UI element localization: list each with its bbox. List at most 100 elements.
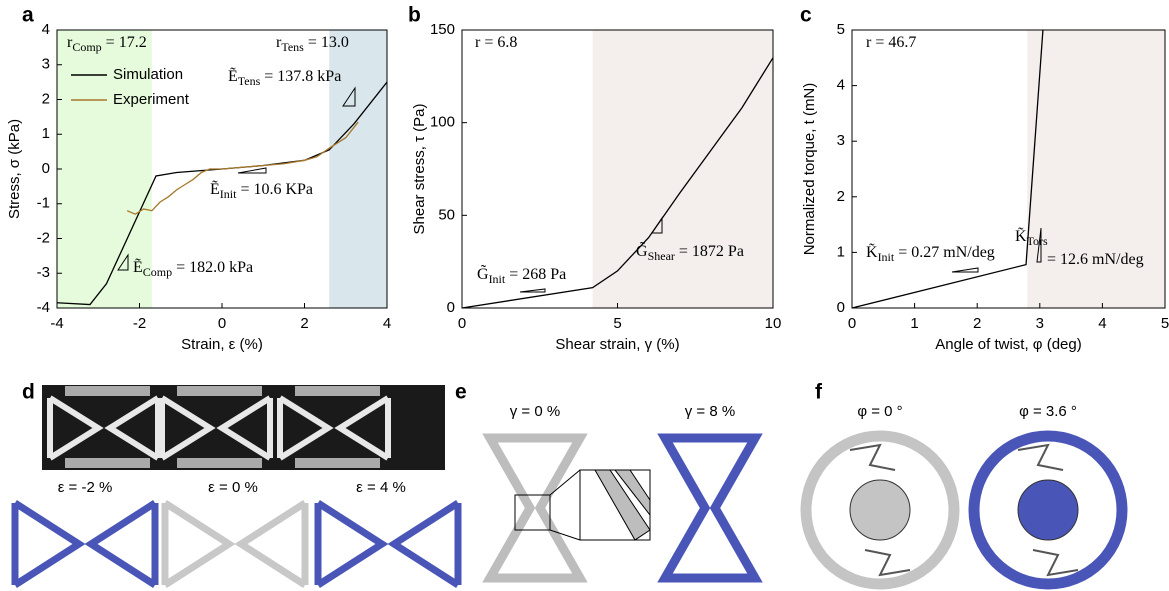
y-tick-label: 4 (837, 77, 845, 94)
y-tick-label: 3 (837, 132, 845, 149)
hub (1018, 480, 1078, 540)
annotation: ẼTens = 137.8 kPa (228, 67, 341, 88)
y-tick-label: 0 (837, 299, 845, 316)
slope-triangle (520, 289, 545, 292)
data-line (852, 30, 1043, 308)
annotation-part: r = 6.8 (475, 34, 517, 51)
annotation: G̃Init = 268 Pa (477, 264, 566, 285)
annotation-part: Init (878, 250, 895, 264)
clamp (295, 386, 380, 396)
y-tick-label: 1 (837, 243, 845, 260)
shaded-region (593, 30, 773, 308)
legend-label: Experiment (113, 91, 190, 108)
y-tick-label: -2 (37, 229, 50, 246)
clamp (295, 458, 380, 468)
annotation-part: Ẽ (228, 67, 238, 85)
sim-specimen (318, 503, 458, 585)
caption: ε = 4 % (356, 479, 406, 496)
annotation-part: Tors (1027, 234, 1048, 248)
annotation-part: Comp (143, 265, 172, 279)
annotation-part: K̃ (1015, 227, 1027, 245)
annotation-part: Tens (238, 74, 261, 88)
annotation-part: Ẽ (210, 180, 220, 198)
clamp (177, 386, 262, 396)
y-tick-label: 50 (438, 206, 455, 223)
annotation: r = 46.7 (866, 34, 916, 51)
x-tick-label: 10 (765, 315, 782, 332)
y-tick-label: 100 (430, 114, 455, 131)
x-tick-label: -4 (50, 315, 63, 332)
y-axis-label: Normalized torque, t (mN) (801, 83, 818, 256)
clamp (65, 386, 150, 396)
annotation-part: = 182.0 kPa (172, 259, 253, 276)
x-axis-label: Angle of twist, φ (deg) (935, 336, 1081, 353)
x-tick-label: 0 (458, 315, 466, 332)
panel-label: b (408, 4, 421, 27)
y-tick-label: 0 (447, 299, 455, 316)
caption: γ = 0 % (510, 403, 560, 420)
panel-label: e (455, 381, 467, 404)
caption: ε = 0 % (208, 479, 258, 496)
annotation-part: Init (220, 187, 237, 201)
data-line (127, 122, 358, 214)
sim-specimen (165, 503, 305, 585)
annotation: = 12.6 mN/deg (1047, 251, 1144, 268)
annotation-part: = 17.2 (102, 34, 147, 51)
x-tick-label: 0 (848, 315, 856, 332)
y-tick-label: 3 (42, 56, 50, 73)
y-axis-label: Shear stress, τ (Pa) (411, 104, 428, 235)
slope-triangle (952, 268, 978, 272)
x-tick-label: 2 (973, 315, 981, 332)
caption: ε = -2 % (58, 479, 113, 496)
annotation-part: r = 46.7 (866, 34, 916, 51)
x-tick-label: 1 (910, 315, 918, 332)
annotation-part: = 13.0 (304, 34, 349, 51)
panel-label: c (800, 4, 812, 27)
annotation-part: Init (489, 272, 506, 286)
y-tick-label: 0 (42, 160, 50, 177)
annotation-part: = 1872 Pa (675, 243, 744, 260)
annotation-part: = 12.6 mN/deg (1047, 251, 1144, 268)
panel-label: d (22, 381, 35, 404)
y-axis-label: Stress, σ (kPa) (6, 119, 23, 219)
annotation-part: Ẽ (133, 258, 143, 276)
x-tick-label: -2 (133, 315, 146, 332)
y-tick-label: 5 (837, 21, 845, 38)
panel-label: f (815, 381, 823, 404)
y-tick-label: 2 (42, 90, 50, 107)
x-tick-label: 4 (1098, 315, 1106, 332)
annotation-part: = 137.8 kPa (260, 68, 341, 85)
caption: γ = 8 % (685, 403, 735, 420)
annotation-part: Shear (648, 249, 675, 263)
x-axis-label: Shear strain, γ (%) (555, 336, 679, 353)
caption: φ = 0 ° (857, 403, 902, 420)
y-tick-label: 4 (42, 21, 50, 38)
annotation: ẼInit = 10.6 KPa (210, 180, 313, 201)
legend-label: Simulation (113, 66, 183, 83)
y-tick-label: 150 (430, 21, 455, 38)
clamp (177, 458, 262, 468)
annotation-part: = 0.27 mN/deg (894, 244, 995, 261)
figure: a-4-2024-4-3-2-101234Strain, ε (%)Stress… (0, 0, 1169, 591)
annotation: K̃Init = 0.27 mN/deg (866, 243, 995, 264)
x-tick-label: 0 (218, 315, 226, 332)
y-tick-label: -1 (37, 195, 50, 212)
x-tick-label: 3 (1036, 315, 1044, 332)
x-axis-label: Strain, ε (%) (181, 336, 263, 353)
annotation-part: G̃ (477, 264, 489, 282)
y-tick-label: 1 (42, 125, 50, 142)
x-tick-label: 5 (1161, 315, 1169, 332)
y-tick-label: 2 (837, 188, 845, 205)
y-tick-label: -4 (37, 299, 50, 316)
hourglass (490, 438, 580, 578)
annotation-part: Tens (281, 40, 304, 54)
page: a-4-2024-4-3-2-101234Strain, ε (%)Stress… (0, 0, 1169, 591)
x-tick-label: 5 (613, 315, 621, 332)
annotation-part: G̃ (636, 241, 648, 259)
hub (850, 480, 910, 540)
annotation-part: = 268 Pa (505, 266, 566, 283)
slope-triangle (238, 168, 266, 173)
x-tick-label: 2 (300, 315, 308, 332)
annotation-part: K̃ (866, 243, 878, 261)
x-tick-label: 4 (383, 315, 391, 332)
